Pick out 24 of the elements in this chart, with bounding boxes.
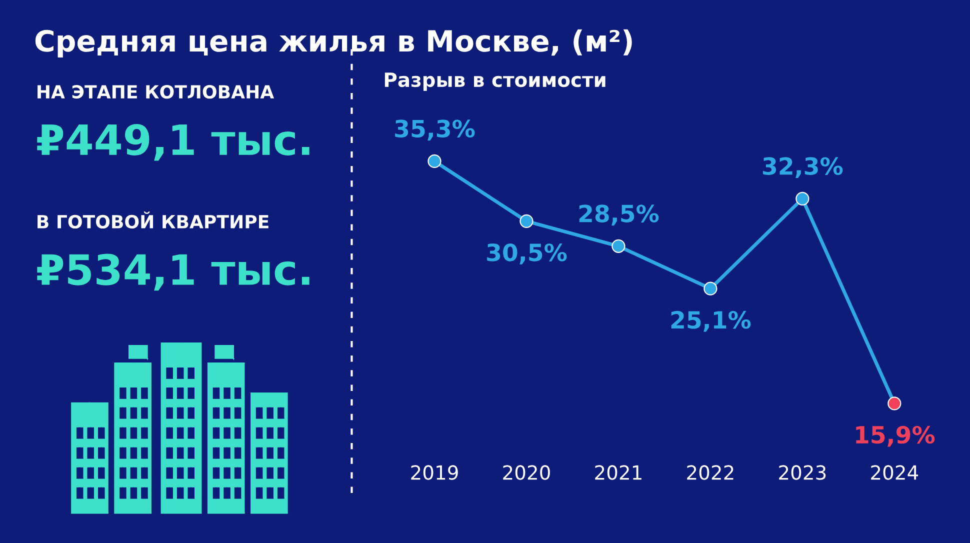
point bbox=[612, 239, 626, 253]
data-label: 28,5% bbox=[579, 204, 659, 226]
point bbox=[888, 396, 902, 410]
x-tick-label: 2021 bbox=[595, 465, 642, 480]
text: ₽449,1 тыс. bbox=[37, 124, 310, 161]
point bbox=[704, 282, 718, 296]
text: ₽534,1 тыс. bbox=[37, 254, 310, 291]
chart-title: Разрыв в стоимости bbox=[384, 72, 606, 91]
x-tick-label: 2024 bbox=[871, 465, 918, 480]
data-label: 15,9% bbox=[856, 426, 935, 447]
x-tick-label: 2022 bbox=[687, 465, 734, 480]
point bbox=[428, 154, 442, 168]
data-label: 25,1% bbox=[671, 310, 751, 332]
x-tick-label: 2019 bbox=[411, 465, 458, 480]
text: В ГОТОВОЙ КВАРТИРЕ bbox=[38, 212, 268, 229]
data-label: 35,3% bbox=[395, 120, 475, 141]
x-tick-label: 2020 bbox=[503, 465, 550, 480]
text: НА ЭТАПЕ КОТЛОВАНА bbox=[38, 84, 274, 99]
text: Средняя цена жилья в Москве, (м²) bbox=[35, 29, 632, 58]
point bbox=[796, 192, 810, 206]
data-label: 32,3% bbox=[763, 157, 843, 178]
point bbox=[520, 214, 534, 228]
data-label: 30,5% bbox=[487, 243, 567, 264]
x-tick-label: 2023 bbox=[779, 465, 826, 480]
